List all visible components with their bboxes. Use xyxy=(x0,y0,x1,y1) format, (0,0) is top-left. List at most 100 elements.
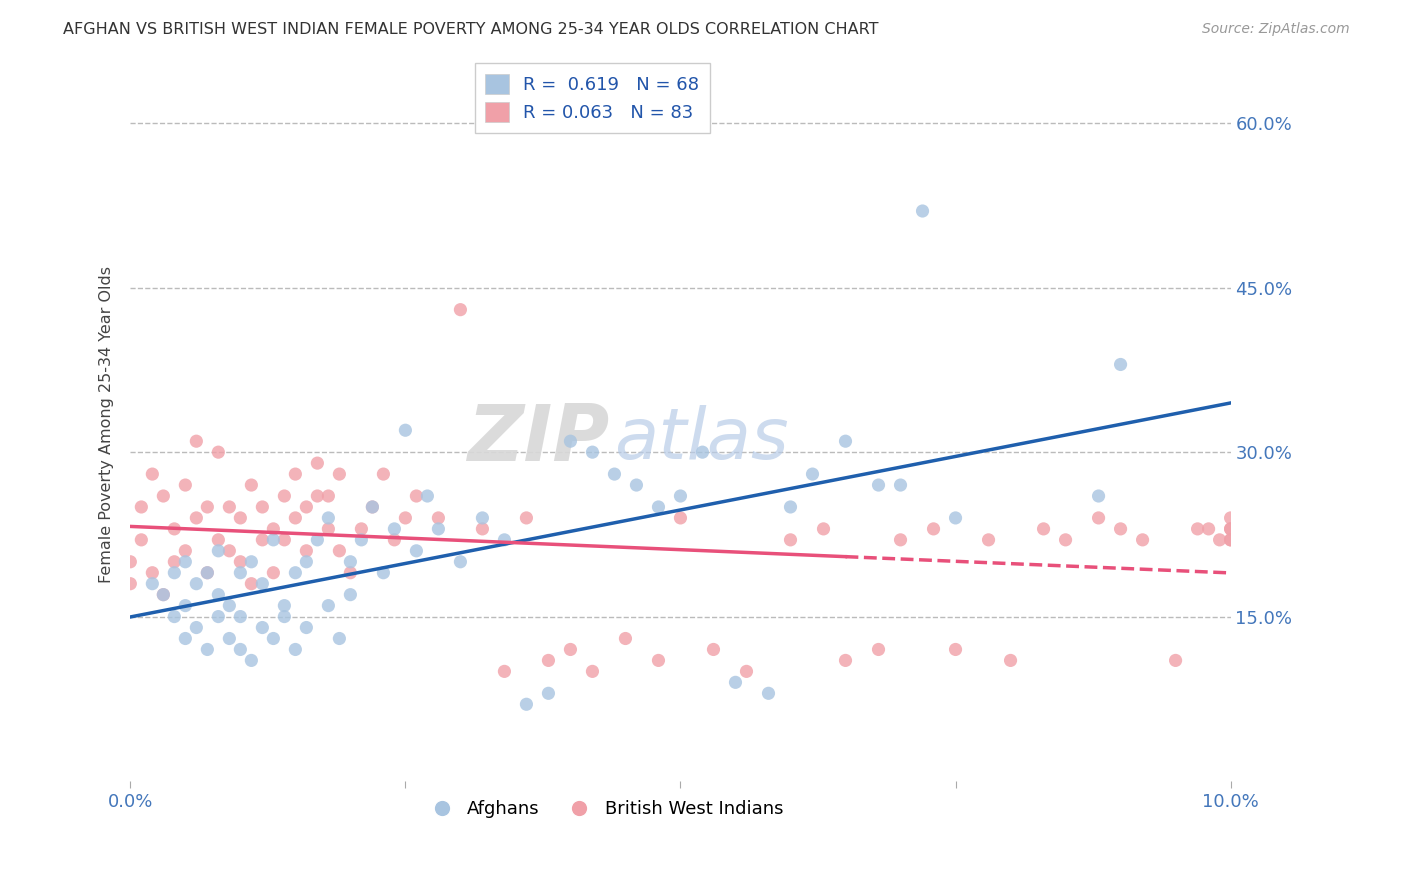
Point xyxy=(373,467,395,481)
Point xyxy=(339,588,361,602)
Point xyxy=(350,522,373,536)
Point xyxy=(152,489,174,503)
Point xyxy=(834,653,856,667)
Point xyxy=(922,522,945,536)
Point xyxy=(945,511,967,525)
Point xyxy=(195,642,218,657)
Point xyxy=(174,555,197,569)
Point xyxy=(405,544,427,558)
Point xyxy=(1219,522,1241,536)
Point xyxy=(834,434,856,449)
Point xyxy=(218,544,240,558)
Point xyxy=(186,511,208,525)
Point xyxy=(471,511,494,525)
Point xyxy=(339,566,361,580)
Text: AFGHAN VS BRITISH WEST INDIAN FEMALE POVERTY AMONG 25-34 YEAR OLDS CORRELATION C: AFGHAN VS BRITISH WEST INDIAN FEMALE POV… xyxy=(63,22,879,37)
Point xyxy=(163,522,186,536)
Point xyxy=(394,423,416,437)
Point xyxy=(273,533,295,547)
Point xyxy=(174,478,197,492)
Point xyxy=(1219,533,1241,547)
Point xyxy=(120,576,142,591)
Point xyxy=(384,533,406,547)
Point xyxy=(361,500,384,514)
Point xyxy=(350,533,373,547)
Point xyxy=(284,511,307,525)
Point xyxy=(669,489,692,503)
Point xyxy=(1164,653,1187,667)
Point xyxy=(262,632,284,646)
Point xyxy=(724,675,747,690)
Point xyxy=(186,621,208,635)
Point xyxy=(339,555,361,569)
Legend: Afghans, British West Indians: Afghans, British West Indians xyxy=(416,793,790,825)
Point xyxy=(427,522,450,536)
Text: atlas: atlas xyxy=(614,404,789,474)
Point xyxy=(307,456,329,470)
Point xyxy=(284,467,307,481)
Point xyxy=(328,544,350,558)
Point xyxy=(229,555,252,569)
Point xyxy=(868,478,890,492)
Point xyxy=(252,500,274,514)
Point xyxy=(174,599,197,613)
Point xyxy=(494,533,516,547)
Point xyxy=(1187,522,1209,536)
Point xyxy=(1208,533,1230,547)
Point xyxy=(318,599,340,613)
Point xyxy=(218,632,240,646)
Point xyxy=(384,522,406,536)
Point xyxy=(262,533,284,547)
Point xyxy=(163,555,186,569)
Point xyxy=(229,566,252,580)
Point xyxy=(240,653,263,667)
Point xyxy=(307,489,329,503)
Point xyxy=(581,665,603,679)
Point xyxy=(647,653,669,667)
Point xyxy=(889,533,911,547)
Point xyxy=(229,511,252,525)
Point xyxy=(284,566,307,580)
Point xyxy=(868,642,890,657)
Point xyxy=(295,555,318,569)
Point xyxy=(163,566,186,580)
Point xyxy=(229,642,252,657)
Point xyxy=(240,555,263,569)
Point xyxy=(207,544,229,558)
Point xyxy=(1219,522,1241,536)
Point xyxy=(252,576,274,591)
Point xyxy=(1132,533,1154,547)
Point xyxy=(813,522,835,536)
Point xyxy=(1087,489,1109,503)
Point xyxy=(1219,511,1241,525)
Point xyxy=(152,588,174,602)
Point xyxy=(669,511,692,525)
Point xyxy=(1198,522,1220,536)
Point xyxy=(911,204,934,219)
Point xyxy=(252,621,274,635)
Point xyxy=(120,555,142,569)
Point xyxy=(195,500,218,514)
Point xyxy=(537,653,560,667)
Point xyxy=(328,632,350,646)
Point xyxy=(560,642,582,657)
Point xyxy=(1032,522,1054,536)
Point xyxy=(494,665,516,679)
Point xyxy=(405,489,427,503)
Point xyxy=(218,599,240,613)
Point xyxy=(318,489,340,503)
Point xyxy=(273,609,295,624)
Point xyxy=(373,566,395,580)
Point xyxy=(195,566,218,580)
Point xyxy=(195,566,218,580)
Point xyxy=(1000,653,1022,667)
Point xyxy=(692,445,714,459)
Point xyxy=(614,632,637,646)
Point xyxy=(174,632,197,646)
Point xyxy=(262,522,284,536)
Point xyxy=(273,599,295,613)
Point xyxy=(218,500,240,514)
Point xyxy=(240,576,263,591)
Point xyxy=(1109,522,1132,536)
Point xyxy=(295,621,318,635)
